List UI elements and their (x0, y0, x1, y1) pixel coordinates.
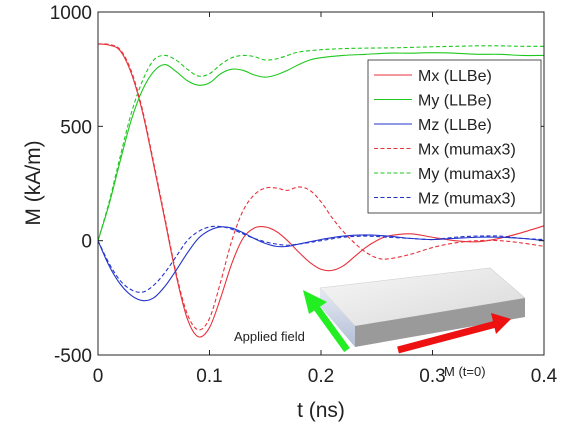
x-axis-ticks: 0 0.1 0.2 0.3 0.4 (93, 12, 558, 387)
legend-label: Mz (mumax3) (418, 191, 516, 208)
series-line-3 (97, 43, 545, 331)
legend-item: Mz (mumax3) (374, 191, 516, 208)
y-axis-label: M (kA/m) (22, 140, 45, 225)
x-tick-label: 0.2 (308, 366, 334, 387)
legend-label: Mx (LLBe) (418, 68, 492, 85)
legend: Mx (LLBe) My (LLBe) Mz (LLBe) Mx (mumax3) My… (367, 59, 542, 214)
series-layer (97, 43, 545, 338)
legend-item: My (mumax3) (374, 166, 516, 183)
slab-left-face (320, 288, 355, 347)
legend-label: Mx (mumax3) (418, 142, 516, 159)
legend-item: My (LLBe) (374, 93, 492, 110)
sample-illustration: Applied field M (t=0) (234, 267, 526, 379)
legend-label: My (LLBe) (418, 93, 492, 110)
magnetization-arrowhead (491, 313, 511, 334)
applied-field-arrowhead (303, 290, 327, 314)
slab-front-face (355, 298, 525, 347)
y-tick-label: 1000 (50, 3, 92, 24)
initial-magnetization-annotation: M (t=0) (397, 313, 511, 379)
legend-box (367, 59, 542, 214)
x-tick-label: 0.1 (196, 366, 222, 387)
legend-label: My (mumax3) (418, 166, 516, 183)
legend-label: Mz (LLBe) (418, 117, 492, 134)
legend-item: Mz (LLBe) (374, 117, 492, 134)
magnetization-label: M (t=0) (444, 364, 486, 379)
applied-field-annotation: Applied field (234, 290, 350, 353)
series-line-1 (97, 52, 545, 241)
y-tick-label: 500 (60, 117, 92, 138)
x-axis-label: t (ns) (297, 399, 345, 422)
series-line-2 (97, 226, 545, 302)
magnetization-arrow (397, 320, 497, 354)
applied-field-label: Applied field (234, 329, 305, 344)
y-tick-label: -500 (54, 346, 92, 367)
x-tick-label: 0.3 (419, 366, 445, 387)
legend-item: Mx (LLBe) (374, 68, 492, 85)
x-tick-label: 0 (93, 366, 104, 387)
applied-field-arrow (313, 304, 350, 353)
x-tick-label: 0.4 (531, 366, 558, 387)
y-tick-label: 0 (81, 232, 92, 253)
y-axis-ticks: -500 0 500 1000 (50, 3, 544, 367)
legend-item: Mx (mumax3) (374, 142, 516, 159)
